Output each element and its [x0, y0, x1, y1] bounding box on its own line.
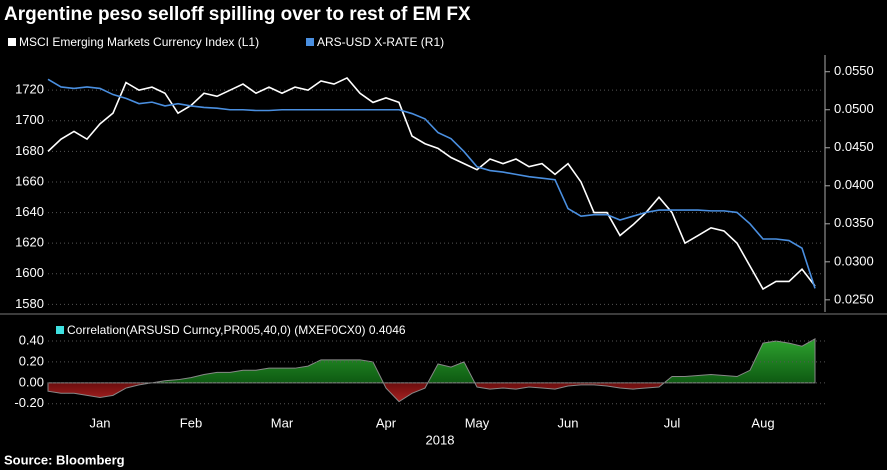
y-tick-label: 1700 — [15, 112, 44, 127]
x-tick-label: May — [465, 415, 490, 430]
y-tick-label: 1640 — [15, 204, 44, 219]
legend-label: Correlation(ARSUSD Curncy,PR005,40,0) (M… — [67, 323, 406, 337]
y-tick-label: -0.20 — [14, 395, 44, 410]
series-area — [47, 338, 816, 403]
x-tick-label: Aug — [751, 415, 774, 430]
y-tick-label: 0.40 — [19, 332, 44, 347]
legend-swatch — [56, 326, 64, 334]
y2-tick-label: 0.0400 — [834, 177, 874, 192]
x-tick-label: Jan — [90, 415, 111, 430]
y2-tick-label: 0.0250 — [834, 291, 874, 306]
chart-title: Argentine peso selloff spilling over to … — [4, 4, 471, 25]
series-line — [47, 78, 816, 289]
x-tick-label: Jul — [664, 415, 681, 430]
y2-tick-label: 0.0350 — [834, 215, 874, 230]
y2-tick-label: 0.0550 — [834, 63, 874, 78]
series-line — [47, 76, 816, 291]
x-tick-label: Apr — [376, 415, 397, 430]
y-tick-label: 1660 — [15, 173, 44, 188]
x-tick-label: Jun — [558, 415, 579, 430]
y2-tick-label: 0.0300 — [834, 253, 874, 268]
y-tick-label: 0.00 — [19, 374, 44, 389]
y-tick-label: 1600 — [15, 265, 44, 280]
y-tick-label: 1580 — [15, 296, 44, 311]
y-tick-label: 1680 — [15, 143, 44, 158]
legend-label: MSCI Emerging Markets Currency Index (L1… — [19, 35, 259, 49]
y-tick-label: 1720 — [15, 82, 44, 97]
x-tick-label: Feb — [180, 415, 202, 430]
y2-tick-label: 0.0450 — [834, 139, 874, 154]
y2-tick-label: 0.0500 — [834, 101, 874, 116]
y-tick-label: 0.20 — [19, 353, 44, 368]
legend-swatch — [306, 38, 314, 46]
legend-swatch — [8, 38, 16, 46]
y-tick-label: 1620 — [15, 235, 44, 250]
legend-label: ARS-USD X-RATE (R1) — [317, 35, 444, 49]
x-tick-label: Mar — [271, 415, 294, 430]
source: Source: Bloomberg — [4, 452, 125, 467]
x-axis-label: 2018 — [426, 432, 455, 447]
